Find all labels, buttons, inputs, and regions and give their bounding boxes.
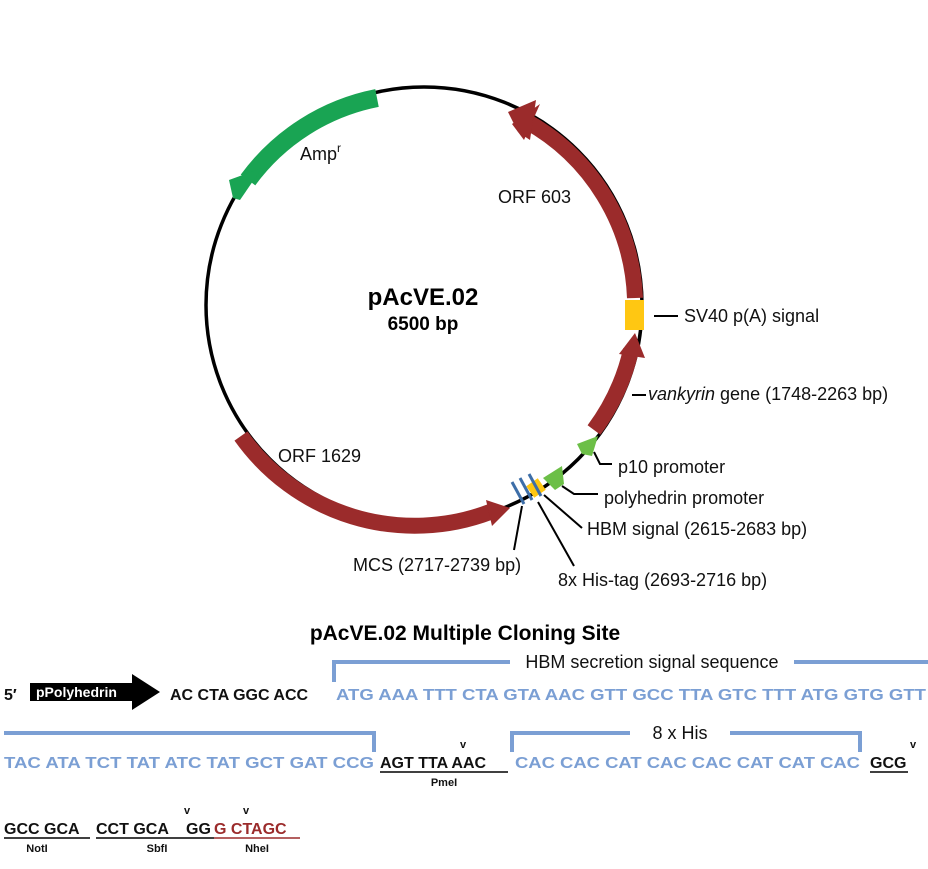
orf603-arc [522,113,643,299]
ppolyhedrin-arrow [30,674,160,710]
amp-arc [240,89,379,186]
his-leader [537,501,575,567]
vankyrin-arrowhead [619,333,645,358]
nhe-enzyme-label: NheI [245,843,269,855]
orf1629-arc [234,431,493,534]
his-bracket [510,731,862,752]
his-label: 8x His-tag (2693-2716 bp) [558,570,767,590]
mcs-line-1 [510,481,526,505]
ppolyhedrin-arrow-label: pPolyhedrin [36,684,117,700]
polyhedrin-label: polyhedrin promoter [604,488,764,508]
row2-his-seq: CAC CAC CAT CAC CAC CAT CAT CAC [515,755,861,772]
mcs-line-3 [527,473,543,497]
pme-cut-mark: v [460,739,467,751]
sv40-label: SV40 p(A) signal [684,306,819,326]
mcs-line-2 [518,477,534,501]
row1-blue-seq: ATG AAA TTT CTA GTA AAC GTT GCC TTA GTC … [336,687,926,704]
not-enzyme-label: NotI [26,843,47,855]
hbm-bracket [332,660,928,682]
not-cut-mark: v [910,739,917,751]
sbf-enzyme-label: SbfI [147,843,168,855]
hbm-bracket-label: HBM secretion signal sequence [525,652,778,672]
row3-sbf-seq-a: CCT GCA [96,821,169,838]
orf1629-arrowhead [486,500,510,526]
mcs-section-title: pAcVE.02 Multiple Cloning Site [310,622,620,645]
nhe-cut-mark: v [243,805,250,817]
row3-sbf-seq-b: GG [186,821,211,838]
hbm-leader [543,494,583,529]
plasmid-name: pAcVE.02 [368,284,479,311]
vankyrin-arc [587,348,639,435]
row2-pme-seq: AGT TTA AAC [380,755,487,772]
row2-blue-seq: TAC ATA TCT TAT ATC TAT GCT GAT CCG [4,755,374,772]
plasmid-size: 6500 bp [388,314,459,335]
p10-promoter-arrow [577,436,598,456]
vankyrin-label: vankyrin gene (1748-2263 bp) [648,384,888,404]
amp-arrowhead [229,168,262,200]
hbm-bracket-end [4,731,376,752]
hbm-label: HBM signal (2615-2683 bp) [587,519,807,539]
mcs-leader [513,505,523,551]
row2-end-seq: GCG [870,755,906,772]
row1-black-seq: AC CTA GGC ACC [170,687,309,704]
sv40-signal-block [625,300,644,330]
orf1629-label: ORF 1629 [278,446,361,466]
his-bracket-label: 8 x His [652,723,707,743]
orf603-label: ORF 603 [498,187,571,207]
orf603-arrowhead-tip [508,100,536,140]
sbf-cut-mark: v [184,805,191,817]
p10-label: p10 promoter [618,457,725,477]
p10-leader [593,451,612,465]
polyhedrin-leader [561,485,598,495]
mcs-label: MCS (2717-2739 bp) [353,555,521,575]
row3-nhe-seq: G CTAGC [214,821,287,838]
polyhedrin-promoter-arrow [543,466,564,490]
five-prime-label: 5′ [4,687,17,704]
amp-label: Ampr [300,141,341,164]
row3-not-seq: GCC GCA [4,821,80,838]
pme-enzyme-label: PmeI [431,777,457,789]
